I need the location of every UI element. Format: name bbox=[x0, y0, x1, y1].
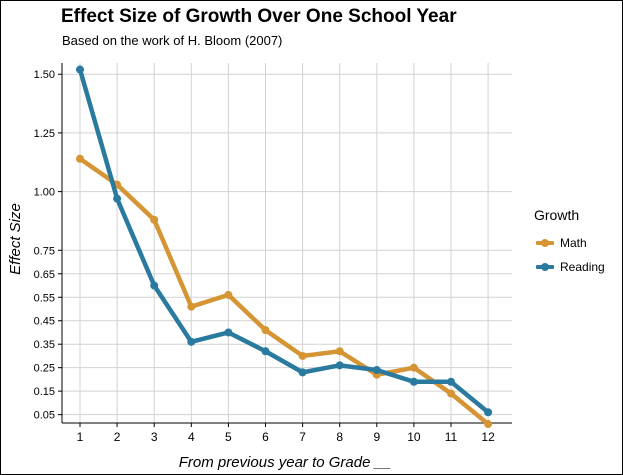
series-line-reading bbox=[77, 67, 491, 415]
x-tick-label: 8 bbox=[336, 430, 343, 444]
series-layer bbox=[76, 65, 493, 429]
axes bbox=[58, 63, 512, 427]
data-point-reading bbox=[372, 366, 381, 375]
y-tick-label: 0.75 bbox=[34, 245, 55, 257]
y-tick-label: 1.50 bbox=[34, 69, 55, 81]
x-tick-label: 9 bbox=[373, 430, 380, 444]
x-tick-label: 7 bbox=[299, 430, 306, 444]
data-point-math bbox=[187, 302, 196, 311]
data-point-reading bbox=[224, 328, 233, 337]
x-tick-label: 2 bbox=[114, 430, 121, 444]
data-point-reading bbox=[113, 194, 122, 203]
legend-key-reading bbox=[534, 259, 556, 275]
data-point-math bbox=[224, 290, 233, 299]
data-point-reading bbox=[335, 361, 344, 370]
data-point-reading bbox=[76, 65, 84, 74]
data-point-math bbox=[150, 215, 159, 224]
data-point-math bbox=[76, 154, 84, 163]
y-tick-label: 0.05 bbox=[34, 410, 55, 422]
legend-item-math: Math bbox=[534, 231, 605, 255]
gridlines bbox=[62, 63, 512, 423]
data-point-math bbox=[335, 347, 344, 356]
data-point-reading bbox=[447, 377, 455, 386]
legend-item-reading: Reading bbox=[534, 255, 605, 279]
y-tick-label: 0.55 bbox=[34, 292, 55, 304]
legend: Growth Math Reading bbox=[534, 207, 605, 279]
legend-label-reading: Reading bbox=[560, 260, 605, 274]
x-tick-label: 1 bbox=[77, 430, 84, 444]
y-tick-label: 0.65 bbox=[34, 269, 55, 281]
series-line-math bbox=[77, 156, 491, 427]
data-point-reading bbox=[409, 377, 418, 386]
x-tick-label: 11 bbox=[445, 430, 458, 444]
legend-title: Growth bbox=[534, 207, 580, 223]
y-tick-label: 0.45 bbox=[34, 316, 55, 328]
data-point-math bbox=[298, 351, 307, 360]
x-tick-label: 4 bbox=[188, 430, 195, 444]
x-tick-label: 5 bbox=[225, 430, 232, 444]
x-tick-label: 6 bbox=[262, 430, 269, 444]
data-point-reading bbox=[484, 408, 493, 417]
x-tick-label: 12 bbox=[481, 430, 495, 444]
chart-subtitle: Based on the work of H. Bloom (2007) bbox=[62, 33, 283, 48]
data-point-reading bbox=[150, 281, 159, 290]
y-tick-label: 0.15 bbox=[34, 386, 55, 398]
data-point-math bbox=[409, 363, 418, 372]
y-tick-label: 1.25 bbox=[34, 128, 55, 140]
x-tick-label: 10 bbox=[407, 430, 421, 444]
legend-key-math bbox=[534, 235, 556, 251]
legend-label-math: Math bbox=[560, 236, 587, 250]
y-axis-label: Effect Size bbox=[7, 203, 24, 275]
chart-title: Effect Size of Growth Over One School Ye… bbox=[61, 6, 457, 27]
data-point-math bbox=[261, 326, 270, 335]
data-point-math bbox=[484, 420, 493, 429]
data-point-reading bbox=[298, 368, 307, 377]
y-tick-label: 0.35 bbox=[34, 339, 55, 351]
x-axis-label: From previous year to Grade __ bbox=[179, 454, 392, 471]
data-point-math bbox=[447, 389, 455, 398]
tick-labels: 1.50 1.25 1.00 0.75 0.65 0.55 0.45 0.35 0.25 0.15… bbox=[34, 69, 496, 444]
data-point-reading bbox=[261, 347, 270, 356]
x-tick-label: 3 bbox=[151, 430, 158, 444]
y-tick-label: 0.25 bbox=[34, 363, 55, 375]
data-point-reading bbox=[187, 337, 196, 346]
y-tick-label: 1.00 bbox=[34, 187, 55, 199]
